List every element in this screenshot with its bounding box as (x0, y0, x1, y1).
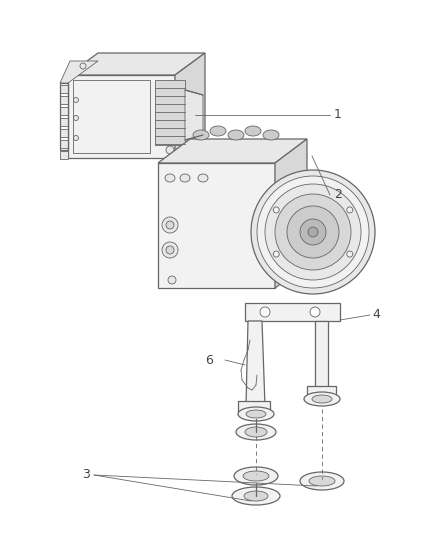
Polygon shape (158, 139, 307, 163)
Circle shape (347, 207, 353, 213)
Polygon shape (185, 90, 203, 140)
Polygon shape (60, 61, 98, 83)
Ellipse shape (246, 410, 266, 418)
Circle shape (275, 194, 351, 270)
Polygon shape (60, 85, 68, 93)
Circle shape (80, 63, 86, 69)
Polygon shape (175, 53, 205, 158)
Ellipse shape (232, 487, 280, 505)
Circle shape (260, 307, 270, 317)
Polygon shape (60, 118, 68, 126)
Ellipse shape (243, 471, 269, 481)
Circle shape (273, 251, 279, 257)
Circle shape (74, 98, 78, 102)
Ellipse shape (193, 130, 209, 140)
Polygon shape (60, 107, 68, 115)
Circle shape (162, 242, 178, 258)
Circle shape (74, 116, 78, 120)
Text: 4: 4 (372, 309, 380, 321)
Ellipse shape (228, 130, 244, 140)
Polygon shape (68, 53, 205, 75)
Polygon shape (246, 321, 265, 406)
Circle shape (74, 135, 78, 141)
Polygon shape (307, 386, 336, 399)
Ellipse shape (210, 126, 226, 136)
Polygon shape (60, 96, 68, 104)
Ellipse shape (180, 174, 190, 182)
Polygon shape (275, 139, 307, 288)
Ellipse shape (309, 476, 335, 486)
Circle shape (273, 207, 279, 213)
Ellipse shape (245, 427, 267, 437)
Polygon shape (60, 129, 68, 137)
Circle shape (166, 246, 174, 254)
Ellipse shape (312, 395, 332, 403)
Ellipse shape (238, 407, 274, 421)
Text: 3: 3 (82, 469, 90, 481)
Polygon shape (245, 303, 340, 321)
Ellipse shape (304, 392, 340, 406)
Circle shape (168, 276, 176, 284)
Circle shape (347, 251, 353, 257)
Polygon shape (315, 321, 328, 391)
Text: 1: 1 (334, 109, 342, 122)
Polygon shape (238, 401, 270, 414)
Circle shape (265, 184, 361, 280)
Ellipse shape (244, 491, 268, 501)
Text: 2: 2 (334, 189, 342, 201)
Ellipse shape (165, 174, 175, 182)
Ellipse shape (245, 126, 261, 136)
Circle shape (310, 307, 320, 317)
Circle shape (251, 170, 375, 294)
Polygon shape (60, 140, 68, 148)
Circle shape (287, 206, 339, 258)
Circle shape (166, 146, 174, 154)
Circle shape (257, 176, 369, 288)
Ellipse shape (234, 467, 278, 485)
Polygon shape (68, 75, 175, 158)
Circle shape (300, 219, 326, 245)
Ellipse shape (263, 130, 279, 140)
Circle shape (166, 221, 174, 229)
Polygon shape (158, 163, 275, 288)
Polygon shape (155, 80, 185, 145)
Ellipse shape (198, 174, 208, 182)
Polygon shape (60, 151, 68, 159)
Circle shape (308, 227, 318, 237)
Text: 6: 6 (205, 353, 213, 367)
Ellipse shape (236, 424, 276, 440)
Circle shape (162, 217, 178, 233)
Ellipse shape (300, 472, 344, 490)
